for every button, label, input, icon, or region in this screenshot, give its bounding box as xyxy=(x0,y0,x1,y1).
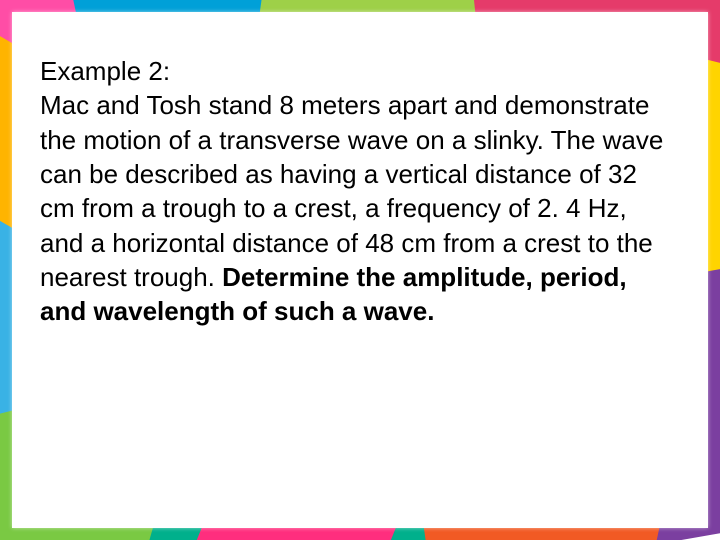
slide: Example 2: Mac and Tosh stand 8 meters a… xyxy=(0,0,720,540)
slide-text: Example 2: Mac and Tosh stand 8 meters a… xyxy=(40,54,676,329)
example-heading: Example 2: xyxy=(40,56,170,86)
